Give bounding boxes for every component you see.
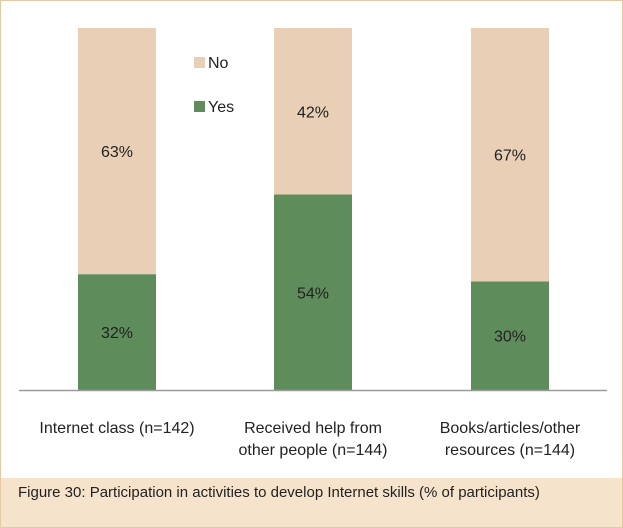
data-label-no: 42% xyxy=(297,104,329,121)
stacked-bar-chart: 32% 63% Internet class (n=142) 54% 42% Receiv… xyxy=(19,28,607,459)
bar-no xyxy=(78,28,156,275)
category-label: Internet class (n=142) xyxy=(39,420,194,437)
data-label-no: 67% xyxy=(494,148,526,165)
legend-swatch xyxy=(194,101,205,112)
category-label: other people (n=144) xyxy=(239,442,388,459)
legend-label: Yes xyxy=(208,99,234,116)
data-label-yes: 54% xyxy=(297,285,329,302)
category-label: resources (n=144) xyxy=(445,442,575,459)
legend-swatch xyxy=(194,57,205,68)
figure-caption: Figure 30: Participation in activities t… xyxy=(1,478,622,527)
bar-yes xyxy=(471,281,549,390)
bar-yes xyxy=(78,274,156,390)
data-label-yes: 32% xyxy=(101,325,133,342)
data-label-yes: 30% xyxy=(494,329,526,346)
bar-no xyxy=(471,28,549,282)
bar-no xyxy=(274,28,352,195)
legend-label: No xyxy=(208,55,229,72)
bar-yes xyxy=(274,194,352,390)
category-label: Received help from xyxy=(244,420,382,437)
data-label-no: 63% xyxy=(101,144,133,161)
category-label: Books/articles/other xyxy=(440,420,581,437)
